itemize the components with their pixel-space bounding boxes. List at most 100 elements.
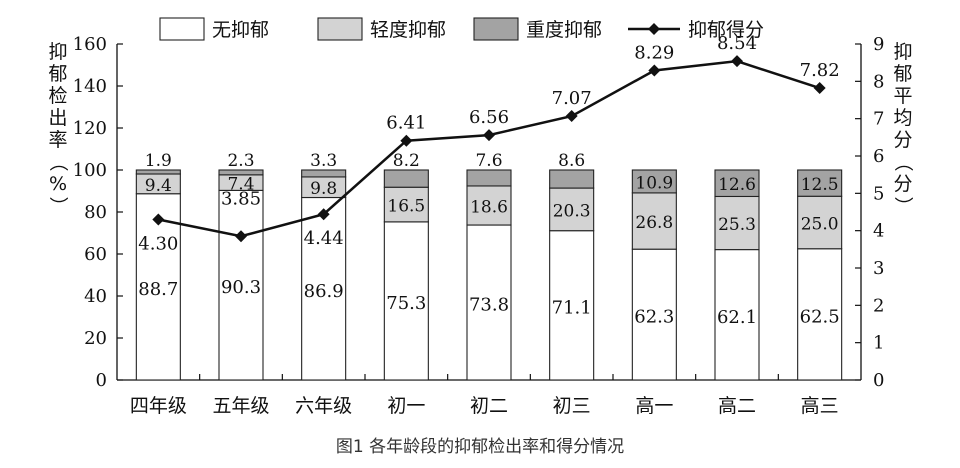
bar-label-mild: 9.8 bbox=[310, 179, 337, 199]
score-line: 4.30 3.85 4.44 6.41 6.56 7.07 8.29 8.54 7.82 bbox=[138, 33, 839, 254]
score-label: 8.29 bbox=[634, 43, 674, 64]
y-right-tick-label: 0 bbox=[873, 370, 884, 391]
y-right-tick-label: 8 bbox=[873, 71, 884, 92]
bar-label-none: 75.3 bbox=[386, 293, 426, 314]
score-label: 4.44 bbox=[304, 228, 344, 249]
bar-segment bbox=[383, 221, 429, 381]
bar-labels: 88.7 9.4 1.9 90.3 7.4 2.3 86.9 9.8 3.3 75.3 16.5 8.… bbox=[138, 151, 839, 328]
bar-label-severe: 10.9 bbox=[635, 173, 673, 193]
bar-segment bbox=[466, 185, 512, 226]
bar-label-mild: 18.6 bbox=[470, 197, 508, 217]
bar-segment bbox=[301, 169, 347, 178]
bar-label-none: 62.5 bbox=[800, 306, 840, 327]
y-left-tick-label: 160 bbox=[73, 34, 107, 55]
bar-segment bbox=[714, 169, 760, 198]
legend-label: 抑郁得分 bbox=[688, 19, 764, 41]
y-left-tick-label: 0 bbox=[96, 370, 107, 391]
bar-segment bbox=[549, 230, 595, 381]
score-label: 4.30 bbox=[138, 233, 178, 254]
axis-label-char: 分 bbox=[893, 129, 912, 151]
score-point bbox=[317, 208, 330, 221]
bar-label-none: 73.8 bbox=[469, 295, 509, 316]
bar-segment bbox=[797, 195, 843, 250]
axis-label-char: （ bbox=[892, 152, 914, 171]
score-point bbox=[400, 134, 413, 147]
y-left-tick-label: 80 bbox=[84, 202, 107, 223]
score-label: 8.54 bbox=[717, 33, 757, 54]
legend-label: 无抑郁 bbox=[212, 19, 269, 41]
bar-label-mild: 20.3 bbox=[553, 201, 591, 221]
bar-segment bbox=[797, 248, 843, 381]
bar-segment bbox=[631, 248, 677, 381]
bar-label-none: 62.3 bbox=[634, 307, 674, 328]
x-tick-label: 初二 bbox=[470, 395, 508, 417]
axis-label-char: % bbox=[49, 173, 67, 195]
axis-label-char: 率 bbox=[48, 129, 67, 151]
x-tick-label: 初三 bbox=[553, 395, 591, 417]
legend-line-marker bbox=[648, 23, 660, 35]
legend-swatch bbox=[317, 17, 363, 41]
bar-segment bbox=[218, 189, 264, 381]
bar-label-mild: 16.5 bbox=[387, 197, 425, 217]
score-label: 3.85 bbox=[221, 188, 261, 209]
axis-label-char: （ bbox=[47, 152, 69, 171]
axis-label-char: 出 bbox=[48, 107, 67, 129]
axis-label-char: 分 bbox=[893, 173, 912, 195]
x-tick-label: 五年级 bbox=[212, 395, 269, 417]
bar-segment bbox=[714, 249, 760, 381]
y-right-tick-label: 2 bbox=[873, 295, 884, 316]
bar-label-severe: 8.2 bbox=[393, 151, 420, 171]
y-left-tick-label: 140 bbox=[73, 76, 107, 97]
y-left-tick-label: 100 bbox=[73, 160, 107, 181]
x-tick-label: 高三 bbox=[801, 395, 839, 417]
x-tick-labels: 四年级 五年级 六年级 初一 初二 初三 高一 高二 高三 bbox=[130, 395, 839, 417]
score-label: 6.41 bbox=[386, 113, 426, 134]
y-right-tick-label: 4 bbox=[873, 221, 884, 242]
bar-segment bbox=[383, 169, 429, 188]
y-right-tick-label: 9 bbox=[873, 34, 884, 55]
bar-label-none: 62.1 bbox=[717, 307, 757, 328]
score-point bbox=[152, 213, 165, 226]
bars bbox=[135, 169, 843, 381]
score-label: 7.07 bbox=[552, 88, 592, 109]
axis-label-char: 郁 bbox=[48, 63, 67, 85]
bar-label-mild: 9.4 bbox=[145, 176, 172, 196]
score-point bbox=[648, 64, 661, 77]
bar-segment bbox=[631, 192, 677, 250]
bar-label-severe: 7.6 bbox=[475, 151, 502, 171]
legend-label: 轻度抑郁 bbox=[370, 19, 446, 41]
y-left-tick-label: 60 bbox=[84, 244, 107, 265]
bar-segment bbox=[135, 169, 181, 175]
bar-segment bbox=[549, 169, 595, 189]
score-point bbox=[235, 230, 247, 243]
bar-segment bbox=[631, 169, 677, 194]
axis-label-char: 抑 bbox=[893, 41, 912, 63]
x-tick-label: 高一 bbox=[635, 395, 673, 417]
axis-label-char: 平 bbox=[893, 85, 912, 107]
y-right-tick-label: 5 bbox=[873, 183, 884, 204]
y-right-tick-label: 3 bbox=[873, 258, 884, 279]
bar-label-mild: 25.0 bbox=[801, 215, 839, 235]
y-left-tick-label: 20 bbox=[84, 328, 107, 349]
y-right-tick-label: 7 bbox=[873, 109, 884, 130]
x-tick-label: 初一 bbox=[387, 395, 425, 417]
bar-segment bbox=[466, 169, 512, 187]
y-left-tick-label: 40 bbox=[84, 286, 107, 307]
score-point bbox=[483, 129, 495, 142]
axis-label-char: 郁 bbox=[893, 63, 912, 85]
y-right-tick-label: 6 bbox=[873, 146, 884, 167]
axis-label-char: 检 bbox=[48, 85, 67, 107]
legend-label: 重度抑郁 bbox=[526, 19, 602, 41]
axis-label-char: 抑 bbox=[48, 41, 67, 63]
score-label: 7.82 bbox=[800, 60, 840, 81]
bar-label-severe: 1.9 bbox=[145, 151, 172, 171]
figure-caption: 图1 各年龄段的抑郁检出率和得分情况 bbox=[335, 437, 625, 457]
bar-label-severe: 3.3 bbox=[310, 151, 337, 171]
bar-segment bbox=[466, 224, 512, 381]
bar-label-none: 90.3 bbox=[221, 277, 261, 298]
x-tick-label: 四年级 bbox=[130, 395, 187, 417]
legend-swatch bbox=[473, 17, 519, 41]
legend-swatch bbox=[159, 17, 205, 41]
